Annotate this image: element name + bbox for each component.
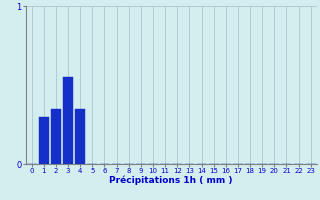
Bar bbox=[51, 109, 61, 164]
Bar bbox=[75, 109, 85, 164]
X-axis label: Précipitations 1h ( mm ): Précipitations 1h ( mm ) bbox=[109, 176, 233, 185]
Bar bbox=[39, 117, 49, 164]
Bar bbox=[63, 77, 73, 164]
